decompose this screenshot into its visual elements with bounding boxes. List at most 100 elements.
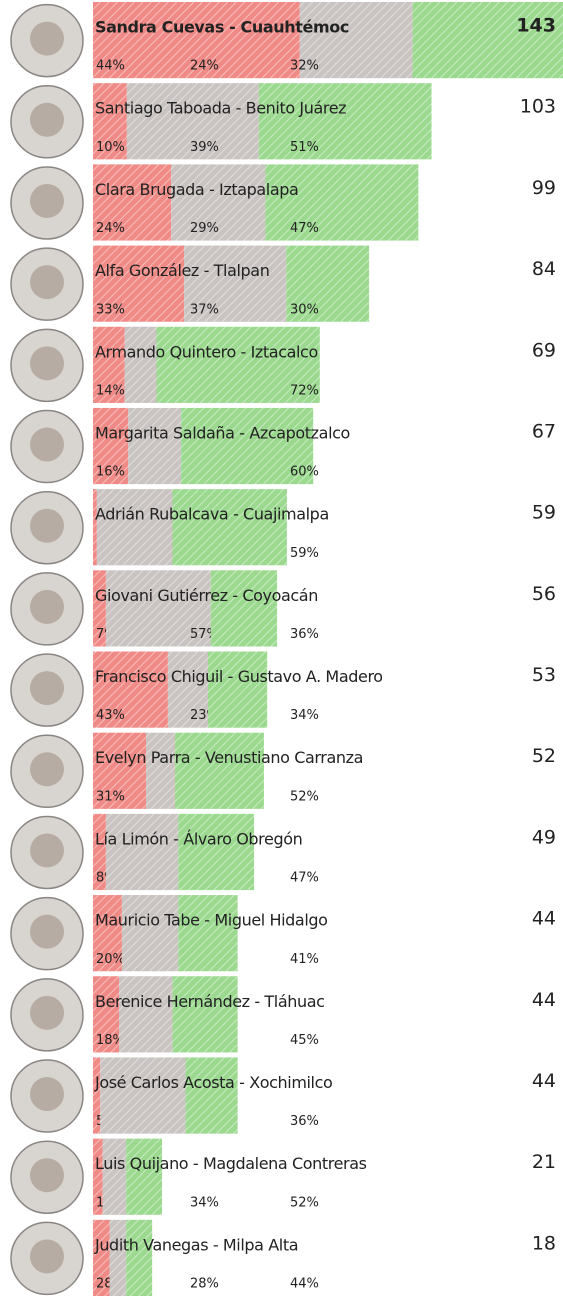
- candidate-name: Alfa González - Tlalpan: [95, 261, 269, 280]
- percent-label: 20%: [96, 952, 125, 967]
- percent-label: 39%: [190, 140, 219, 155]
- percent-label: 44%: [96, 59, 125, 74]
- percent-label: 33%: [96, 302, 125, 317]
- percent-label: 44%: [290, 1277, 319, 1292]
- percent-label: 43%: [96, 708, 125, 723]
- bar-hatch: [93, 245, 185, 322]
- candidate-name: Evelyn Parra - Venustiano Carranza: [95, 748, 363, 767]
- bar-hatch: [93, 83, 127, 160]
- percent-label: 24%: [190, 59, 219, 74]
- total-label: 44: [532, 989, 556, 1011]
- total-label: 44: [532, 908, 556, 930]
- bar-hatch: [100, 1057, 186, 1134]
- percent-label: 41%: [290, 952, 319, 967]
- avatar-face: [30, 914, 64, 949]
- total-label: 53: [532, 664, 556, 686]
- candidate-name: Santiago Taboada - Benito Juárez: [95, 99, 346, 118]
- percent-label: 28%: [190, 1277, 219, 1292]
- bar-hatch: [93, 2, 300, 79]
- avatar-face: [30, 183, 64, 218]
- bar-hatch: [93, 570, 106, 647]
- percent-label: 47%: [290, 221, 319, 236]
- bar-hatch: [93, 976, 120, 1053]
- avatar-face: [30, 833, 64, 868]
- bar-hatch: [93, 326, 125, 403]
- bar-hatch: [178, 813, 255, 891]
- bar-hatch: [167, 651, 208, 728]
- bar-hatch: [93, 1057, 101, 1134]
- bar-hatch: [128, 407, 182, 485]
- percent-label: 37%: [190, 302, 219, 317]
- percent-label: 36%: [290, 627, 319, 642]
- percent-label: 51%: [290, 140, 319, 155]
- bar-hatch: [286, 245, 370, 322]
- bar-hatch: [96, 489, 173, 566]
- bar-hatch: [93, 164, 172, 241]
- total-label: 67: [532, 420, 556, 442]
- bar-hatch: [299, 2, 413, 79]
- bar-hatch: [181, 407, 314, 485]
- total-label: 49: [532, 826, 556, 848]
- percent-label: 52%: [290, 1195, 319, 1210]
- bar-hatch: [93, 813, 106, 891]
- candidate-name: Mauricio Tabe - Miguel Hidalgo: [95, 911, 328, 930]
- percent-label: 29%: [190, 221, 219, 236]
- total-label: 52: [532, 745, 556, 767]
- avatar-face: [30, 1077, 64, 1112]
- bar-hatch: [93, 651, 168, 728]
- bar-hatch: [145, 732, 176, 809]
- bar-hatch: [93, 489, 97, 566]
- bar-hatch: [175, 732, 264, 809]
- percent-label: 34%: [290, 708, 319, 723]
- bar-hatch: [119, 976, 173, 1053]
- bar-hatch: [93, 1219, 110, 1296]
- avatar-face: [30, 265, 64, 300]
- total-label: 103: [520, 96, 556, 118]
- percent-label: 47%: [290, 871, 319, 886]
- total-label: 69: [532, 339, 556, 361]
- percent-label: 52%: [290, 789, 319, 804]
- percent-label: 10%: [96, 140, 125, 155]
- avatar-face: [30, 102, 64, 137]
- bar-hatch: [126, 83, 259, 160]
- percent-label: 18%: [96, 1033, 125, 1048]
- bar-hatch: [105, 813, 179, 891]
- avatar-face: [30, 589, 64, 624]
- candidate-name: Berenice Hernández - Tláhuac: [95, 992, 325, 1011]
- candidate-name: Lía Limón - Álvaro Obregón: [95, 829, 302, 848]
- avatar-face: [30, 21, 64, 56]
- bar-hatch: [210, 570, 278, 647]
- percent-label: 36%: [290, 1114, 319, 1129]
- bar-hatch: [171, 164, 266, 241]
- total-label: 99: [532, 177, 556, 199]
- percent-label: 32%: [290, 59, 319, 74]
- avatar-face: [30, 671, 64, 706]
- candidate-name: Sandra Cuevas - Cuauhtémoc: [95, 18, 349, 37]
- bar-hatch: [93, 895, 122, 972]
- avatar-face: [30, 752, 64, 787]
- avatar-face: [30, 427, 64, 462]
- candidate-name: Luis Quijano - Magdalena Contreras: [95, 1154, 367, 1173]
- total-label: 84: [532, 258, 556, 280]
- bar-hatch: [185, 1057, 238, 1134]
- percent-label: 30%: [290, 302, 319, 317]
- bar-hatch: [178, 895, 238, 972]
- avatar-face: [30, 508, 64, 543]
- candidate-name: Adrián Rubalcava - Cuajimalpa: [95, 505, 329, 524]
- percent-label: 45%: [290, 1033, 319, 1048]
- bar-hatch: [124, 326, 157, 403]
- bar-hatch: [412, 2, 563, 79]
- avatar-face: [30, 1158, 64, 1193]
- bar-hatch: [258, 83, 432, 160]
- bar-hatch: [207, 651, 268, 728]
- total-label: 44: [532, 1070, 556, 1092]
- candidate-name: Judith Vanegas - Milpa Alta: [94, 1235, 298, 1254]
- bar-hatch: [156, 326, 320, 403]
- percent-label: 60%: [290, 465, 319, 480]
- percent-label: 14%: [96, 383, 125, 398]
- bar-hatch: [126, 1138, 163, 1215]
- bar-hatch: [121, 895, 179, 972]
- total-label: 56: [532, 583, 556, 605]
- total-label: 21: [532, 1151, 556, 1173]
